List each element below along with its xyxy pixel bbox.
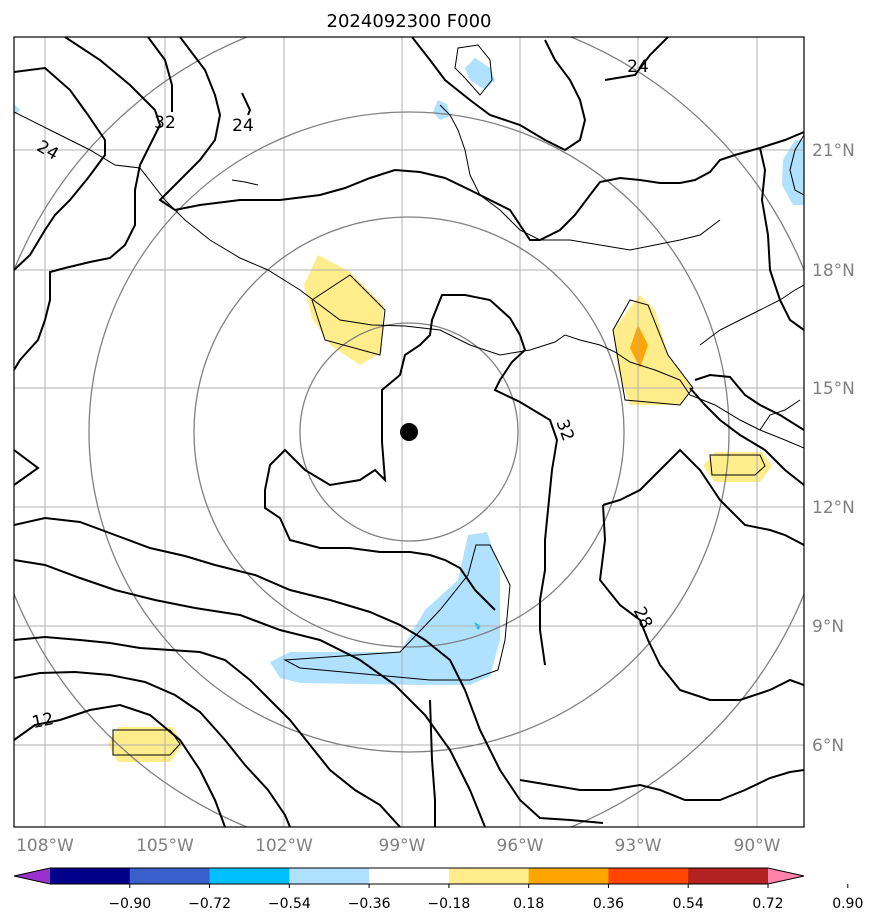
- contour-line: [14, 449, 40, 486]
- colorbar: −0.90 −0.72 −0.54 −0.36 −0.18 0.18 0.36 0.54 0.7…: [13, 867, 863, 912]
- contour-line: [411, 37, 587, 152]
- longitude-axis: 108°W 105°W 102°W 99°W 96°W 93°W 90°W: [16, 836, 781, 856]
- negative-shading-ne: [782, 140, 804, 205]
- contour-line: [598, 504, 804, 701]
- positive-shading-se: [703, 452, 772, 482]
- coastline: [14, 44, 804, 756]
- colorbar-tick-label: 0.90: [832, 896, 863, 912]
- lon-tick-label: 105°W: [136, 836, 194, 856]
- gridlines: [14, 37, 804, 827]
- colorbar-extend-high: [768, 868, 804, 884]
- colorbar-tick-label: 0.54: [673, 896, 704, 912]
- colorbar-segment: [448, 868, 530, 884]
- map-panel: [14, 37, 804, 827]
- colorbar-segment: [369, 868, 450, 884]
- colorbar-tick-label: −0.54: [268, 896, 311, 912]
- contour-line: [689, 387, 804, 486]
- contour-line: [759, 147, 804, 331]
- contour-line: [14, 66, 106, 271]
- lon-tick-label: 96°W: [497, 836, 544, 856]
- contour-line: [14, 559, 486, 827]
- colorbar-segment: [209, 868, 290, 884]
- map-frame: [13, 36, 805, 828]
- colorbar-segment: [129, 868, 211, 884]
- colorbar-segment: [608, 868, 689, 884]
- lat-tick-label: 12°N: [812, 498, 855, 518]
- contour-line: [14, 635, 401, 827]
- contour-line: [147, 37, 173, 112]
- positive-core-east: [630, 325, 648, 368]
- contour-line: [14, 37, 162, 371]
- map-title: 2024092300 F000: [327, 11, 492, 32]
- contour-line: [241, 92, 252, 116]
- lon-tick-label: 99°W: [379, 836, 426, 856]
- lat-tick-label: 15°N: [812, 379, 855, 399]
- contour-line: [602, 448, 804, 546]
- colorbar-tick-label: 0.18: [513, 896, 544, 912]
- colorbar-ticks: −0.90 −0.72 −0.54 −0.36 −0.18 0.18 0.36 0.54 0.7…: [108, 884, 863, 912]
- colorbar-segment: [528, 868, 609, 884]
- negative-shading-north2: [433, 100, 450, 120]
- positive-shading-west: [304, 255, 383, 365]
- range-rings: [14, 37, 804, 827]
- contour-line: [264, 441, 496, 611]
- lon-tick-label: 102°W: [255, 836, 313, 856]
- contour-label: 12: [30, 709, 55, 733]
- contour-label: 24: [627, 57, 649, 77]
- contour-line: [604, 37, 669, 81]
- lat-tick-label: 9°N: [812, 617, 844, 637]
- colorbar-tick-label: 0.36: [593, 896, 624, 912]
- contour-line: [14, 670, 291, 827]
- contour-line: [381, 294, 559, 666]
- colorbar-tick-label: −0.90: [108, 896, 151, 912]
- colorbar-tick-label: −0.72: [188, 896, 231, 912]
- contour-line: [429, 699, 436, 827]
- colorbar-tick-label: 0.72: [752, 896, 783, 912]
- colorbar-segment: [289, 868, 370, 884]
- colorbar-segment: [50, 868, 131, 884]
- contours: [14, 37, 804, 827]
- storm-center-marker: [400, 423, 418, 441]
- lon-tick-label: 93°W: [615, 836, 662, 856]
- lon-tick-label: 90°W: [734, 836, 781, 856]
- latitude-axis: 21°N 18°N 15°N 12°N 9°N 6°N: [812, 141, 855, 756]
- colorbar-segments: [14, 868, 804, 884]
- contour-line: [14, 516, 604, 824]
- lat-tick-label: 18°N: [812, 261, 855, 281]
- colorbar-tick-label: −0.36: [348, 896, 391, 912]
- contour-line: [158, 37, 804, 241]
- lat-tick-label: 21°N: [812, 141, 855, 161]
- negative-shading-north: [465, 58, 495, 90]
- contour-line: [694, 373, 804, 431]
- negative-shading-south: [270, 532, 500, 685]
- colorbar-extend-low: [14, 868, 50, 884]
- contour-label: 24: [232, 116, 254, 136]
- lat-tick-label: 6°N: [812, 736, 844, 756]
- contour-line: [519, 769, 804, 801]
- lon-tick-label: 108°W: [16, 836, 74, 856]
- contour-label: 32: [154, 113, 176, 133]
- colorbar-tick-label: −0.18: [427, 896, 470, 912]
- colorbar-outline: [13, 867, 805, 885]
- colorbar-segment: [688, 868, 769, 884]
- contour-line: [14, 703, 226, 827]
